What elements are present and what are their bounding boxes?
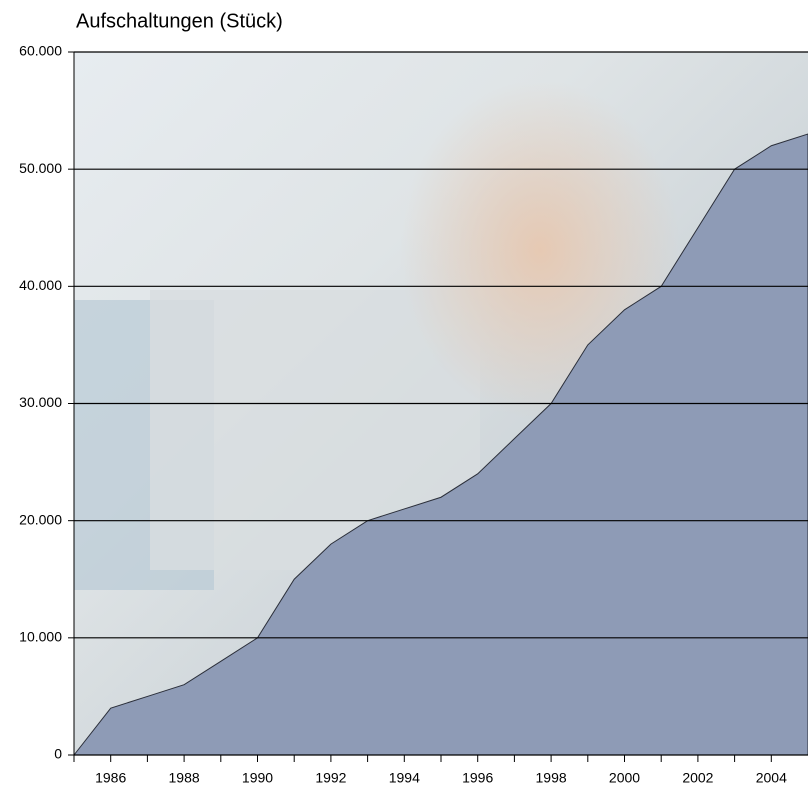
y-tick-label: 60.000 — [19, 43, 62, 59]
y-tick-label: 40.000 — [19, 277, 62, 293]
x-tick-label: 1992 — [315, 770, 346, 786]
chart: Aufschaltungen (Stück) 0 10.000 20.000 30.0… — [0, 0, 808, 807]
y-tick-label: 50.000 — [19, 160, 62, 176]
page: Aufschaltungen (Stück) 0 10.000 20.000 30.0… — [0, 0, 808, 807]
chart-title: Aufschaltungen (Stück) — [76, 10, 283, 32]
y-tick-label: 30.000 — [19, 394, 62, 410]
x-tick-label: 1990 — [242, 770, 273, 786]
y-tick-label: 20.000 — [19, 511, 62, 527]
x-tick-label: 1988 — [169, 770, 200, 786]
x-tick-label: 1996 — [462, 770, 493, 786]
x-tick-label: 1998 — [536, 770, 567, 786]
x-tick-label: 2000 — [609, 770, 640, 786]
y-tick-label: 10.000 — [19, 629, 62, 645]
x-tick-label: 1986 — [95, 770, 126, 786]
x-tick-label: 2002 — [682, 770, 713, 786]
y-tick-label: 0 — [54, 746, 62, 762]
x-tick-label: 1994 — [389, 770, 420, 786]
x-tick-label: 2004 — [756, 770, 787, 786]
